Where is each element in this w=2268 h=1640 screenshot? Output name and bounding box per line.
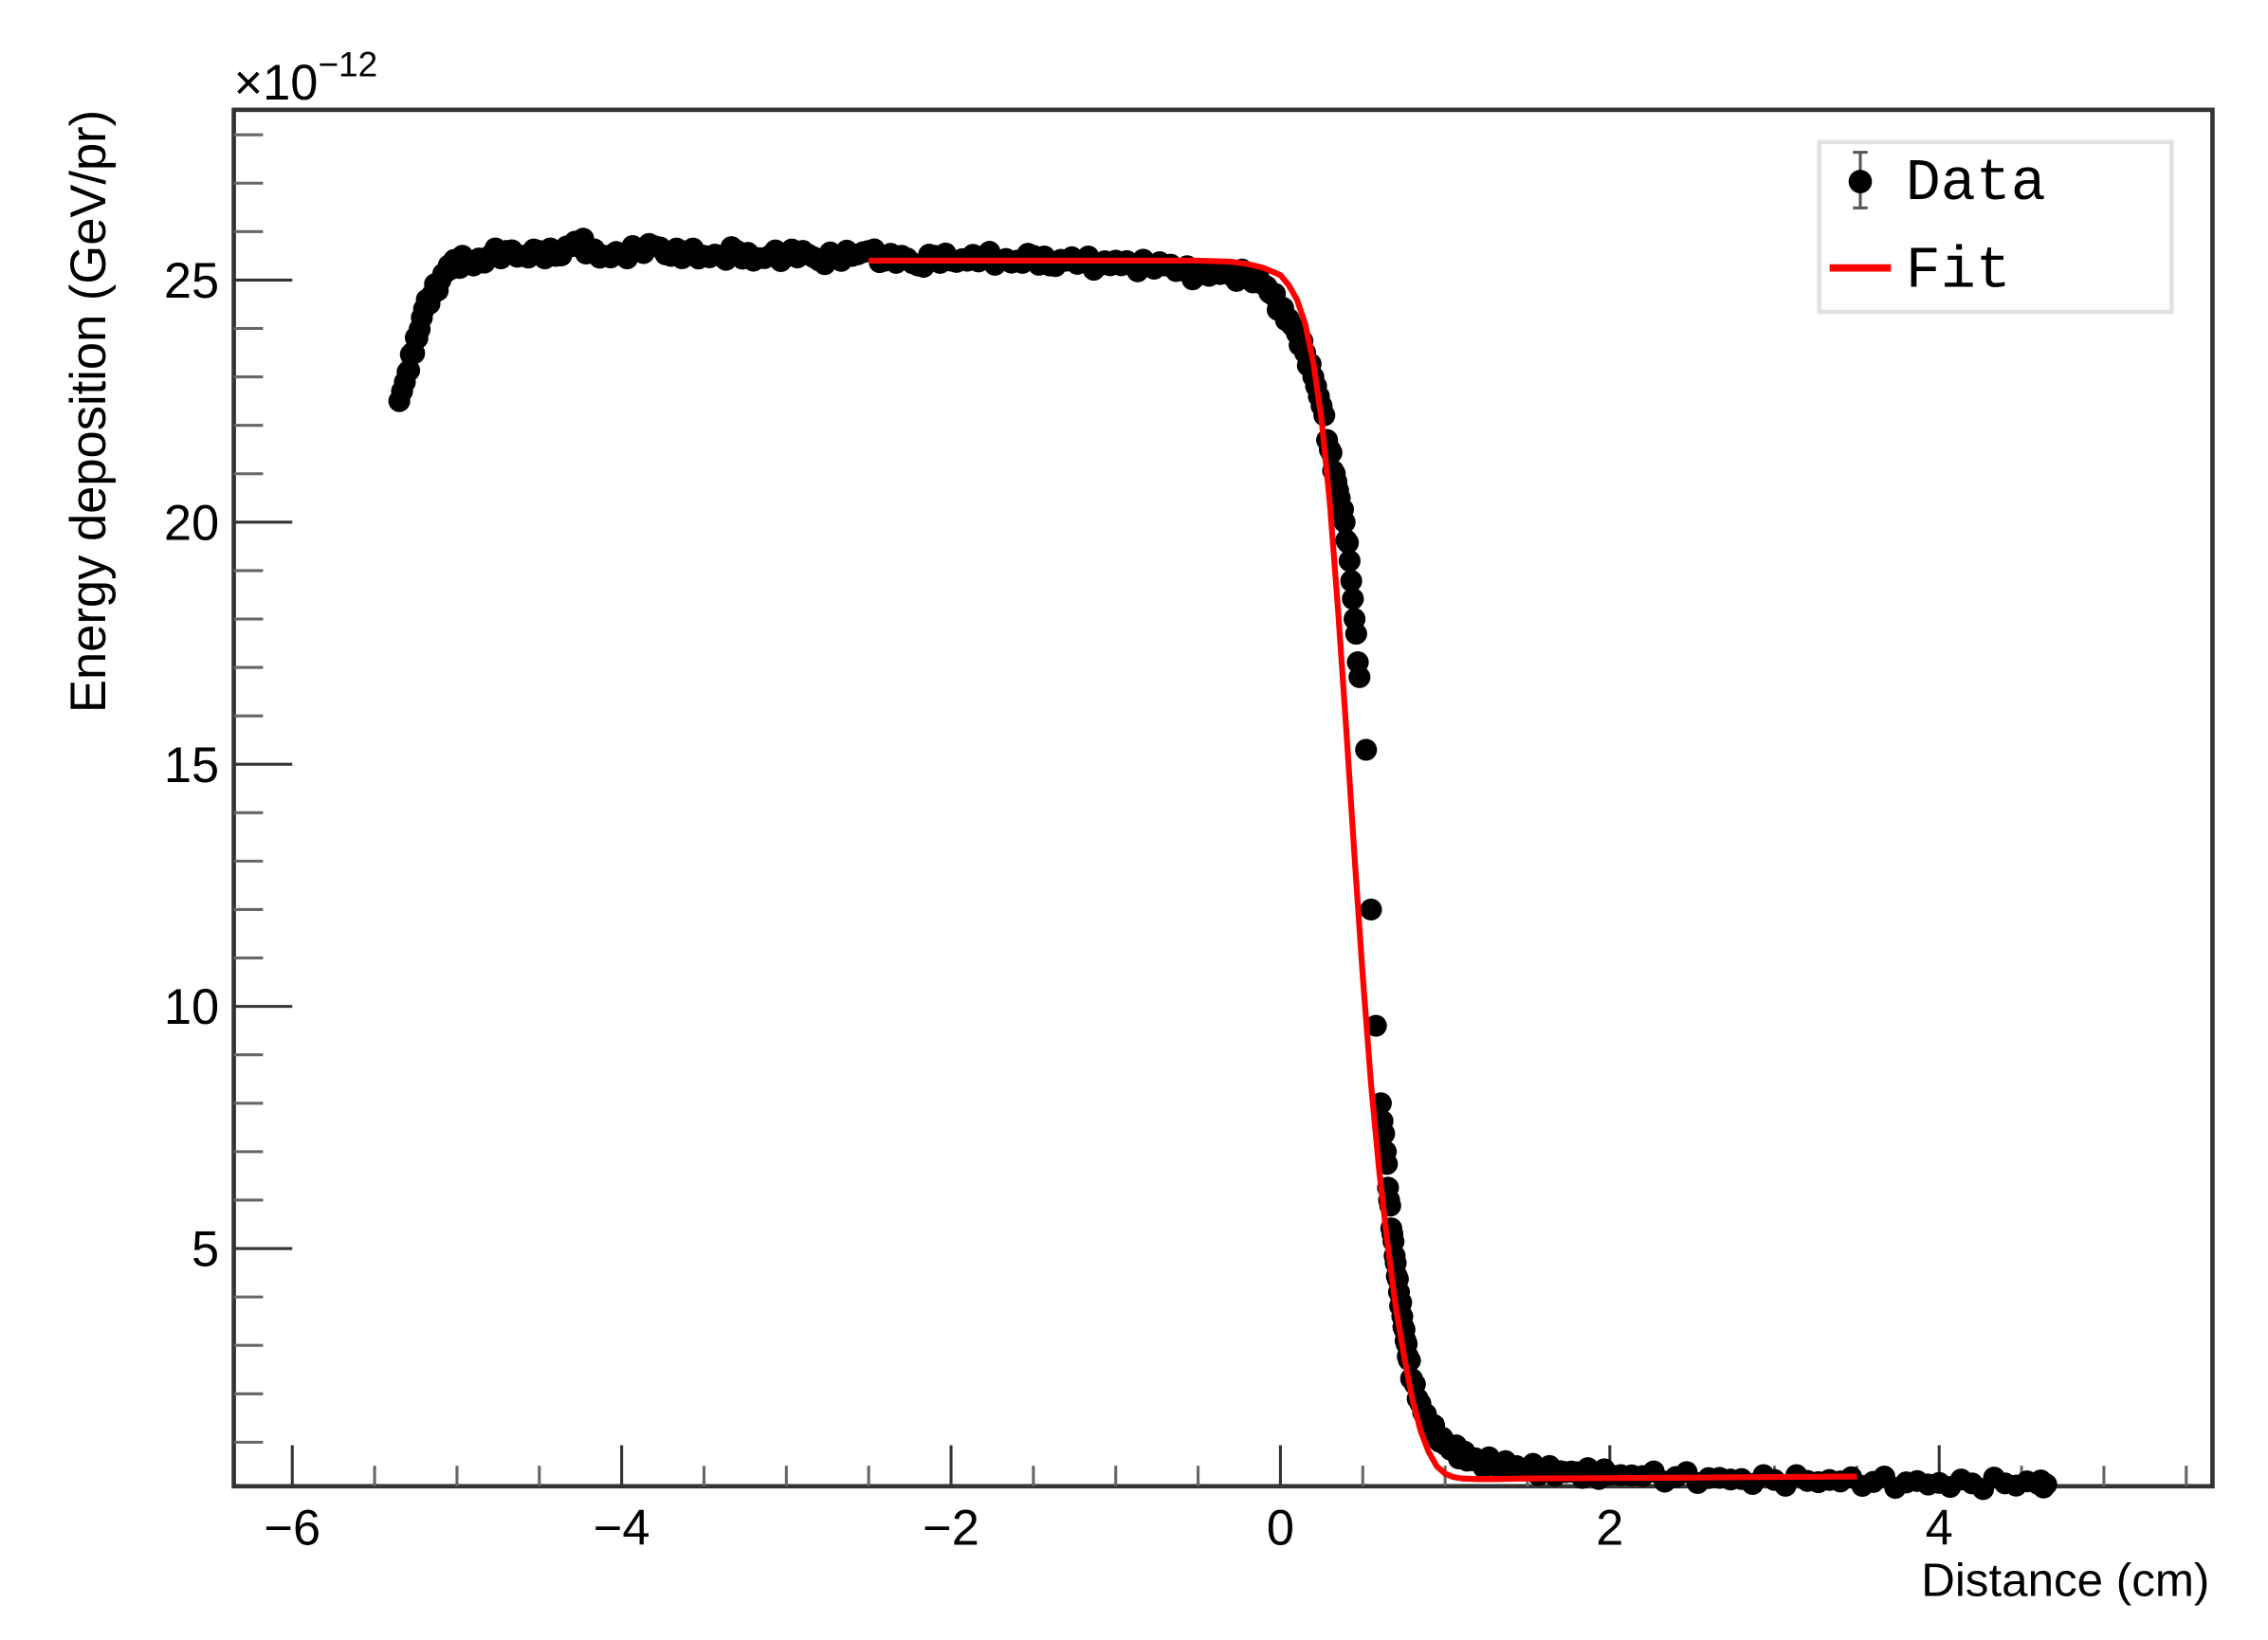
plot-area (231, 107, 2215, 1489)
legend-box (1817, 139, 2174, 315)
x-axis-label: Distance (cm) (1921, 1555, 2209, 1607)
y-tick-label: 20 (164, 496, 219, 551)
x-tick-label: −4 (594, 1502, 650, 1557)
x-tick-label: 2 (1596, 1502, 1623, 1557)
fit-series-line (869, 257, 1857, 1483)
legend: Data Fit (1817, 139, 2174, 315)
x-tick-label: −6 (264, 1502, 320, 1557)
y-axis-label: Energy deposition (GeV/pr) (62, 110, 117, 713)
x-tick-label: 4 (1926, 1502, 1953, 1557)
x-tick-label: −2 (923, 1502, 979, 1557)
data-point (1360, 898, 1382, 921)
legend-label-fit: Fit (1906, 239, 2011, 305)
plot-frame (231, 107, 2215, 1489)
fit-curve (869, 257, 1857, 1483)
legend-label-data: Data (1906, 151, 2046, 217)
data-point (1333, 511, 1356, 534)
data-point (1338, 550, 1361, 573)
y-tick-label: 5 (192, 1223, 219, 1278)
x-tick-label: 0 (1267, 1502, 1294, 1557)
axis-tick-labels: −6 −4 −2 0 2 4 5 10 15 20 25 (164, 254, 1953, 1557)
data-point (1355, 738, 1378, 761)
data-point (1348, 665, 1371, 688)
y-axis-multiplier: ×10−12 (234, 44, 378, 111)
y-tick-label: 10 (164, 980, 219, 1035)
axis-ticks (233, 133, 2188, 1486)
y-tick-label: 15 (164, 738, 219, 793)
data-point (1364, 1014, 1387, 1037)
y-tick-label: 25 (164, 254, 219, 309)
data-point (2035, 1473, 2058, 1496)
legend-data-marker-icon (1848, 151, 1873, 210)
